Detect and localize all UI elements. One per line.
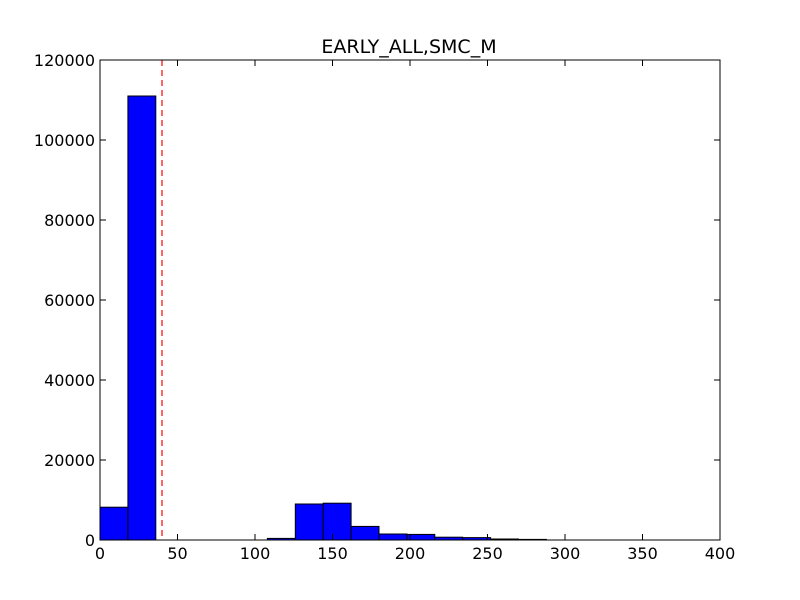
bars-group [99,95,547,541]
x-axis: 0 50 100 150 200 250 300 350 400 [95,60,735,563]
y-tick-label: 0 [85,531,95,550]
chart-title: EARLY_ALL,SMC_M [321,36,496,58]
histogram-bar [406,533,436,541]
x-tick-label: 400 [705,544,736,563]
x-tick-label: 100 [240,544,271,563]
x-tick-label: 250 [472,544,503,563]
x-tick-label: 150 [317,544,348,563]
histogram-bar [322,502,352,541]
y-tick-label: 60000 [44,291,95,310]
plot-frame [99,59,721,541]
x-tick-label: 200 [395,544,426,563]
x-tick-label: 50 [167,544,187,563]
x-tick-label: 0 [95,544,105,563]
x-tick-label: 350 [627,544,658,563]
y-tick-label: 100000 [34,131,95,150]
y-tick-label: 40000 [44,371,95,390]
x-tick-label: 300 [550,544,581,563]
histogram-bar [350,525,380,541]
histogram-bar [294,503,324,541]
histogram-bar [99,506,129,541]
y-tick-label: 80000 [44,211,95,230]
y-axis: 0 20000 40000 60000 80000 100000 120000 [34,51,720,550]
y-tick-label: 120000 [34,51,95,70]
y-tick-label: 20000 [44,451,95,470]
histogram-bar [378,533,408,541]
histogram-bar [127,95,157,541]
